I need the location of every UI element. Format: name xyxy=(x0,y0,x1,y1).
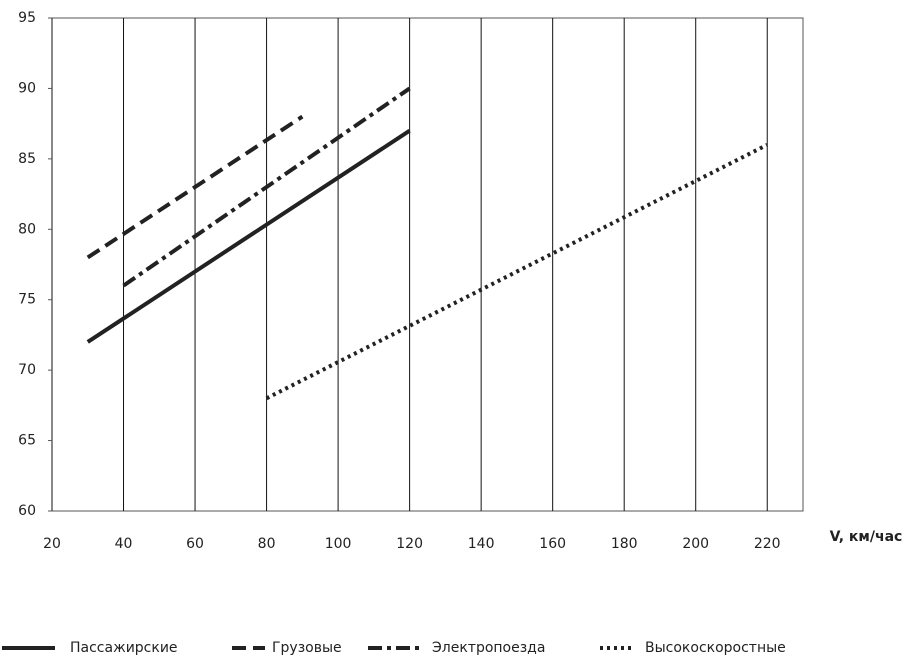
x-tick-label: 40 xyxy=(115,536,133,552)
x-tick-label: 100 xyxy=(325,536,352,552)
y-tick-label: 70 xyxy=(18,362,36,378)
legend-label: Электропоезда xyxy=(432,640,545,656)
x-tick-label: 120 xyxy=(396,536,423,552)
plot-frame xyxy=(51,17,804,512)
x-tick-label: 180 xyxy=(611,536,638,552)
legend-label: Высокоскоростные xyxy=(645,640,786,656)
series-line xyxy=(265,142,769,401)
x-tick-label: 60 xyxy=(186,536,204,552)
x-axis-label: V, км/час xyxy=(830,529,903,545)
y-tick-label: 65 xyxy=(18,433,36,449)
series-line xyxy=(86,129,411,344)
series-line xyxy=(86,114,304,260)
x-tick-label: 220 xyxy=(754,536,781,552)
legend-label: Пассажирские xyxy=(70,640,178,656)
y-tick-label: 90 xyxy=(18,80,36,96)
x-tick-label: 200 xyxy=(682,536,709,552)
y-tick-label: 95 xyxy=(18,10,36,26)
x-tick-label: 20 xyxy=(43,536,61,552)
y-tick-label: 75 xyxy=(18,292,36,308)
series-line xyxy=(122,86,411,288)
y-tick-label: 85 xyxy=(18,151,36,167)
x-tick-label: 160 xyxy=(539,536,566,552)
legend-label: Грузовые xyxy=(272,640,342,656)
x-tick-label: 140 xyxy=(468,536,495,552)
y-tick-label: 60 xyxy=(18,503,36,519)
y-tick-label: 80 xyxy=(18,221,36,237)
x-tick-label: 80 xyxy=(258,536,276,552)
